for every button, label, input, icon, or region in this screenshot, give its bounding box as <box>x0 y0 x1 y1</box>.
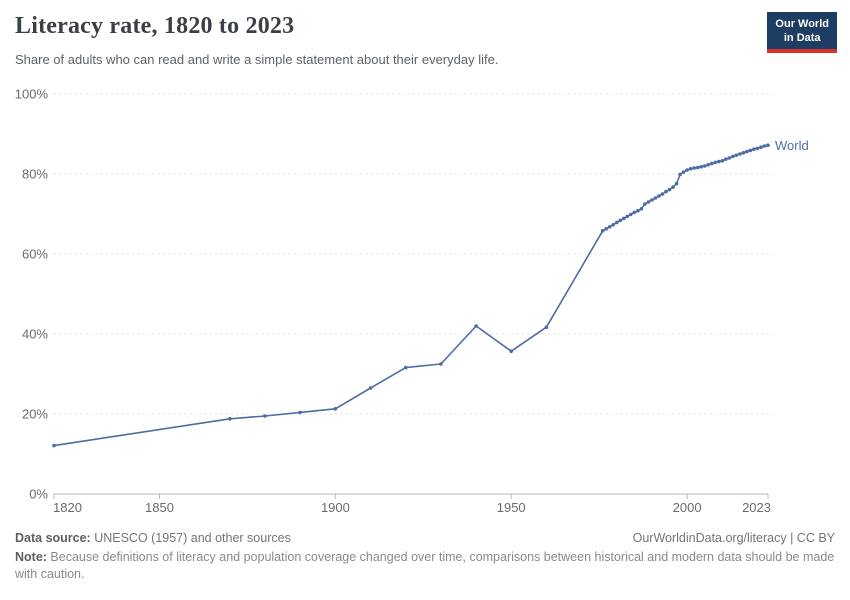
data-point[interactable] <box>755 146 760 151</box>
y-tick-label: 0% <box>29 487 48 502</box>
data-point[interactable] <box>688 167 693 171</box>
data-point[interactable] <box>639 207 644 211</box>
data-point[interactable] <box>625 214 630 219</box>
data-point[interactable] <box>748 148 753 153</box>
data-point[interactable] <box>653 196 658 200</box>
y-tick-label: 40% <box>22 327 48 342</box>
data-point[interactable] <box>734 153 739 157</box>
series-line-world[interactable] <box>53 144 769 447</box>
data-point[interactable] <box>678 172 682 177</box>
data-point[interactable] <box>731 154 735 159</box>
data-point[interactable] <box>738 152 742 156</box>
data-point[interactable] <box>717 159 721 164</box>
data-point[interactable] <box>695 165 700 170</box>
y-tick-label: 60% <box>22 247 48 262</box>
data-point[interactable] <box>333 407 338 411</box>
x-tick-label: 1900 <box>321 500 350 515</box>
y-tick-label: 100% <box>15 87 49 102</box>
data-point[interactable] <box>622 216 626 221</box>
data-point[interactable] <box>474 324 478 328</box>
data-point[interactable] <box>544 325 549 329</box>
y-tick-label: 80% <box>22 167 48 182</box>
page-title: Literacy rate, 1820 to 2023 <box>15 13 295 39</box>
data-point[interactable] <box>298 410 303 415</box>
data-point[interactable] <box>632 210 637 215</box>
data-source-line: Data source: UNESCO (1957) and other sou… <box>15 531 291 545</box>
logo-line-1: Our World <box>775 18 829 30</box>
data-point[interactable] <box>636 209 640 213</box>
x-tick-label: 1850 <box>145 500 174 515</box>
data-point[interactable] <box>713 160 717 165</box>
data-point[interactable] <box>509 349 513 354</box>
data-point[interactable] <box>709 161 714 166</box>
data-point[interactable] <box>650 198 654 202</box>
data-point[interactable] <box>657 194 661 198</box>
data-source-label: Data source: <box>15 531 91 545</box>
data-point[interactable] <box>745 149 749 154</box>
data-point[interactable] <box>439 362 443 366</box>
data-point[interactable] <box>611 223 615 227</box>
x-tick-label: 2023 <box>742 500 771 515</box>
data-point[interactable] <box>664 189 668 194</box>
data-point[interactable] <box>671 185 675 189</box>
chart-subtitle: Share of adults who can read and write a… <box>15 52 499 67</box>
data-point[interactable] <box>52 443 56 448</box>
attribution-link[interactable]: OurWorldinData.org/literacy | CC BY <box>632 531 835 545</box>
data-point[interactable] <box>706 163 710 167</box>
data-point[interactable] <box>607 225 612 229</box>
data-point[interactable] <box>685 168 689 172</box>
data-point[interactable] <box>604 227 608 231</box>
data-point[interactable] <box>741 151 746 155</box>
data-point[interactable] <box>702 164 707 168</box>
data-point[interactable] <box>263 414 267 418</box>
data-point[interactable] <box>618 218 623 223</box>
data-point[interactable] <box>699 165 703 169</box>
note-value: Because definitions of literacy and popu… <box>15 550 835 581</box>
data-point[interactable] <box>368 386 373 390</box>
data-point[interactable] <box>667 187 672 192</box>
series-label-world[interactable]: World <box>775 138 809 153</box>
data-point[interactable] <box>660 192 665 196</box>
data-point[interactable] <box>752 147 756 151</box>
data-point[interactable] <box>766 143 770 147</box>
data-point[interactable] <box>724 157 728 161</box>
x-tick-label: 1950 <box>497 500 526 515</box>
chart-footer: Data source: UNESCO (1957) and other sou… <box>15 531 835 583</box>
data-point[interactable] <box>403 365 408 370</box>
chart-note: Note: Because definitions of literacy an… <box>15 549 835 583</box>
data-point[interactable] <box>681 170 686 174</box>
note-label: Note: <box>15 550 47 564</box>
data-point[interactable] <box>762 144 767 148</box>
data-point[interactable] <box>600 229 605 233</box>
data-point[interactable] <box>646 200 651 204</box>
chart-canvas: 0% 20% 40% 60% 80% 100% 1820 1850 1900 1950 2000 20… <box>15 87 809 515</box>
x-tick-label: 2000 <box>673 500 702 515</box>
data-point[interactable] <box>674 181 679 186</box>
logo-line-2: in Data <box>783 32 821 45</box>
data-source-value: UNESCO (1957) and other sources <box>90 531 291 545</box>
data-point[interactable] <box>692 166 696 170</box>
x-tick-label: 1820 <box>53 500 82 515</box>
data-point[interactable] <box>615 220 619 225</box>
data-point[interactable] <box>727 156 732 160</box>
y-tick-label: 20% <box>22 407 48 422</box>
data-point[interactable] <box>759 145 763 149</box>
data-point[interactable] <box>643 202 647 206</box>
data-point[interactable] <box>228 417 232 421</box>
data-point[interactable] <box>629 212 633 217</box>
owid-logo[interactable]: Our World in Data <box>767 12 837 53</box>
data-point[interactable] <box>720 159 725 163</box>
